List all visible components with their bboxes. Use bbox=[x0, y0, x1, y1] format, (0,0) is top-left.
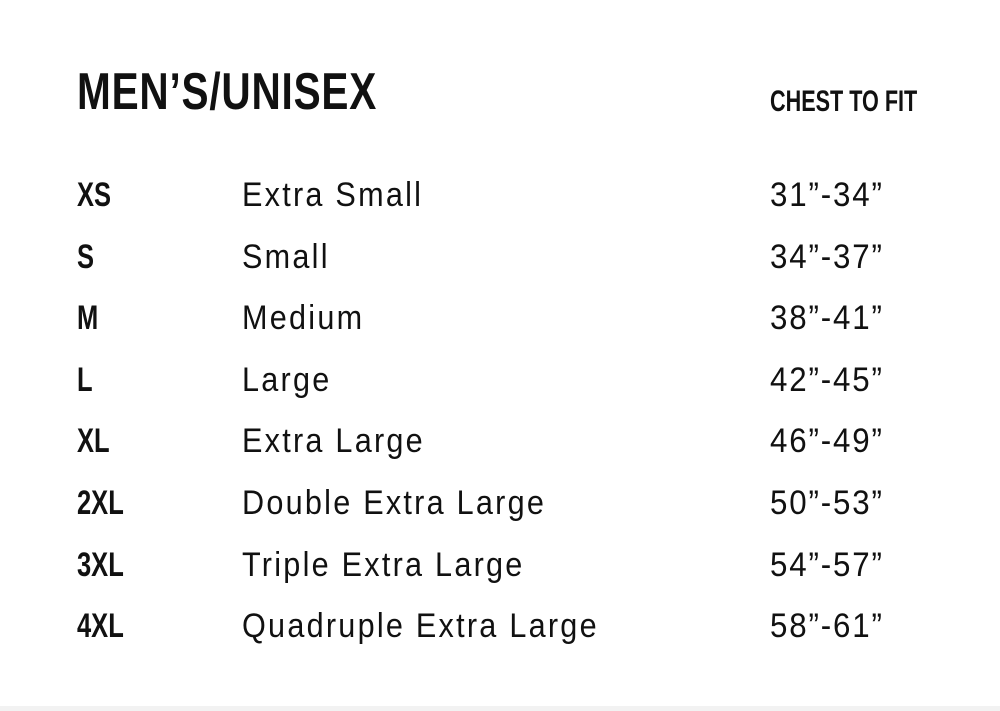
chest-range: 54”-57” bbox=[770, 545, 884, 584]
size-name: Medium bbox=[242, 299, 365, 338]
chest-range: 31”-34” bbox=[770, 176, 884, 214]
table-row: M Medium 38”-41” bbox=[0, 299, 1000, 339]
chest-range: 34”-37” bbox=[770, 237, 884, 276]
size-name: Quadruple Extra Large bbox=[242, 607, 599, 646]
chest-range: 42”-45” bbox=[770, 360, 884, 399]
size-code: S bbox=[77, 237, 95, 276]
size-name: Small bbox=[242, 237, 330, 276]
size-name: Extra Small bbox=[242, 176, 424, 214]
footer-divider bbox=[0, 706, 1000, 711]
chest-range: 58”-61” bbox=[770, 607, 884, 646]
chest-range: 46”-49” bbox=[770, 422, 884, 461]
size-code: XL bbox=[77, 422, 110, 461]
size-name: Triple Extra Large bbox=[242, 545, 525, 584]
chest-range: 50”-53” bbox=[770, 484, 884, 522]
size-code: XS bbox=[77, 176, 112, 214]
size-code: M bbox=[77, 299, 99, 338]
size-code: 2XL bbox=[77, 484, 124, 522]
table-row: 2XL Double Extra Large 50”-53” bbox=[0, 484, 1000, 524]
table-row: L Large 42”-45” bbox=[0, 361, 1000, 401]
table-row: S Small 34”-37” bbox=[0, 238, 1000, 278]
table-row: 4XL Quadruple Extra Large 58”-61” bbox=[0, 607, 1000, 647]
size-name: Double Extra Large bbox=[242, 484, 547, 522]
table-row: 3XL Triple Extra Large 54”-57” bbox=[0, 546, 1000, 586]
page-title: MEN’S/UNISEX bbox=[77, 63, 378, 121]
column-header-chest: CHEST TO FIT bbox=[770, 85, 918, 118]
chest-range: 38”-41” bbox=[770, 299, 884, 338]
table-row: XS Extra Small 31”-34” bbox=[0, 176, 1000, 216]
size-name: Extra Large bbox=[242, 422, 425, 461]
size-code: 4XL bbox=[77, 607, 124, 646]
size-name: Large bbox=[242, 360, 332, 399]
table-row: XL Extra Large 46”-49” bbox=[0, 422, 1000, 462]
size-code: L bbox=[77, 360, 93, 399]
size-code: 3XL bbox=[77, 545, 124, 584]
